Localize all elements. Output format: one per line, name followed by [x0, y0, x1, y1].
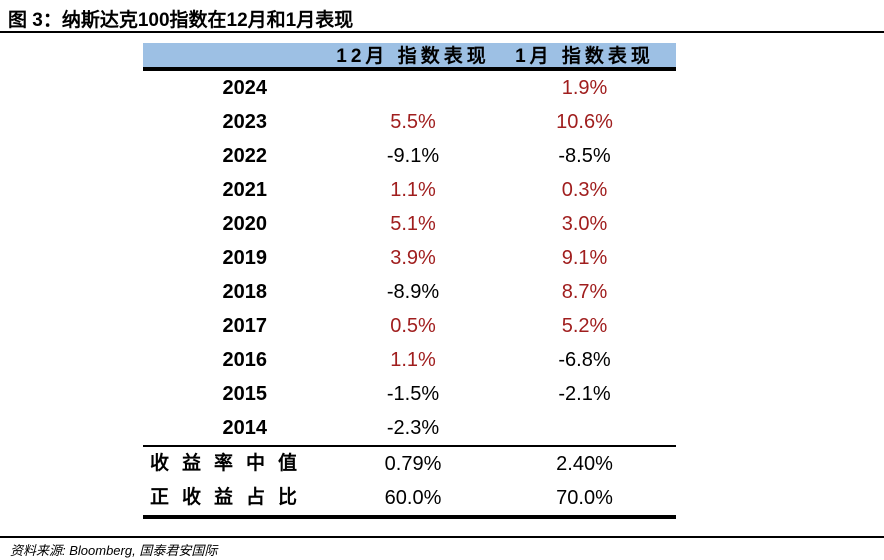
table-row: 2022 -9.1% -8.5% — [143, 139, 676, 173]
table-summary: 收益率中值 0.79% 2.40% 正收益占比 60.0% 70.0% — [143, 445, 676, 519]
table-header-row: 12月 指数表现 1月 指数表现 — [143, 43, 676, 71]
january-value-cell: 1.9% — [561, 77, 608, 99]
year-cell: 2016 — [222, 349, 268, 371]
figure-title: 图 3：纳斯达克100指数在12月和1月表现 — [8, 10, 354, 31]
summary-row: 正收益占比 60.0% 70.0% — [143, 481, 676, 515]
december-value-cell: 1.1% — [390, 179, 436, 201]
january-value-cell: -8.5% — [558, 145, 611, 167]
january-summary-cell: 70.0% — [556, 487, 613, 509]
table-row: 2015 -1.5% -2.1% — [143, 377, 676, 411]
table-row: 2019 3.9% 9.1% — [143, 241, 676, 275]
table-row: 2018 -8.9% 8.7% — [143, 275, 676, 309]
footer-rule — [0, 536, 884, 538]
december-value-cell: -1.5% — [386, 383, 440, 405]
year-cell: 2022 — [222, 145, 268, 167]
december-value-cell: 5.1% — [390, 213, 436, 235]
table-row: 2024 1.9% — [143, 71, 676, 105]
summary-label-cell: 正收益占比 — [150, 487, 311, 508]
january-summary-cell: 2.40% — [556, 453, 613, 475]
performance-table: 12月 指数表现 1月 指数表现 2024 1.9% 2023 5.5% 10.… — [143, 43, 676, 519]
table-row: 2017 0.5% 5.2% — [143, 309, 676, 343]
title-rule — [0, 31, 884, 33]
january-value-cell: 3.0% — [561, 213, 608, 235]
january-value-cell: 10.6% — [556, 111, 613, 133]
january-value-cell: 5.2% — [561, 315, 608, 337]
december-summary-cell: 0.79% — [384, 453, 442, 475]
december-value-cell: 5.5% — [390, 111, 436, 133]
header-cell-january: 1月 指数表现 — [515, 46, 654, 67]
year-cell: 2019 — [222, 247, 268, 269]
year-cell: 2020 — [222, 213, 268, 235]
december-value-cell: -9.1% — [386, 145, 440, 167]
year-cell: 2014 — [222, 417, 268, 439]
table-body: 2024 1.9% 2023 5.5% 10.6% 2022 -9.1% -8.… — [143, 71, 676, 445]
year-cell: 2021 — [222, 179, 268, 201]
january-value-cell: 0.3% — [561, 179, 608, 201]
january-value-cell: -6.8% — [558, 349, 611, 371]
december-summary-cell: 60.0% — [384, 487, 442, 509]
year-cell: 2015 — [222, 383, 268, 405]
december-value-cell: -2.3% — [386, 417, 440, 439]
january-value-cell: -2.1% — [558, 383, 611, 405]
table-row: 2023 5.5% 10.6% — [143, 105, 676, 139]
december-value-cell: 3.9% — [390, 247, 436, 269]
year-cell: 2023 — [222, 111, 268, 133]
year-cell: 2018 — [222, 281, 268, 303]
january-value-cell — [493, 411, 676, 445]
table-row: 2020 5.1% 3.0% — [143, 207, 676, 241]
december-value-cell — [333, 71, 493, 105]
year-cell: 2017 — [222, 315, 268, 337]
table-row: 2014 -2.3% — [143, 411, 676, 445]
table-row: 2016 1.1% -6.8% — [143, 343, 676, 377]
december-value-cell: -8.9% — [386, 281, 440, 303]
december-value-cell: 0.5% — [390, 315, 436, 337]
year-cell: 2024 — [222, 77, 268, 99]
january-value-cell: 9.1% — [561, 247, 608, 269]
source-note: 资料来源: Bloomberg, 国泰君安国际 — [10, 543, 218, 558]
summary-row: 收益率中值 0.79% 2.40% — [143, 447, 676, 481]
header-cell-december: 12月 指数表现 — [336, 46, 490, 67]
table-row: 2021 1.1% 0.3% — [143, 173, 676, 207]
header-cell-year — [143, 43, 333, 71]
january-value-cell: 8.7% — [561, 281, 608, 303]
summary-label-cell: 收益率中值 — [150, 453, 311, 474]
december-value-cell: 1.1% — [390, 349, 436, 371]
